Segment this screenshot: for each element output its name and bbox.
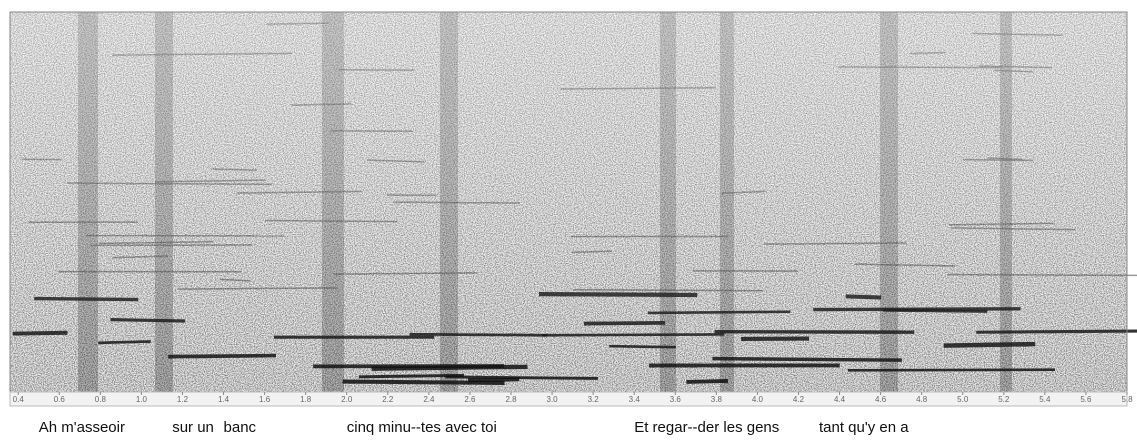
time-axis (9, 391, 1128, 407)
lyric: tant qu'y en a (819, 419, 909, 436)
fade (10, 12, 1127, 392)
x-tick-label: 5.0 (957, 395, 969, 404)
lyric: Et regar--der les gens (634, 419, 779, 436)
x-tick-label: 5.6 (1080, 395, 1092, 404)
x-tick-label: 3.0 (547, 395, 559, 404)
x-tick-label: 5.2 (998, 395, 1010, 404)
x-tick-label: 4.2 (793, 395, 805, 404)
lyric: Ah m'asseoir (39, 419, 125, 436)
x-tick-label: 3.4 (629, 395, 641, 404)
x-tick-label: 2.8 (505, 395, 517, 404)
x-tick-label: 1.4 (218, 395, 230, 404)
x-tick-label: 0.4 (13, 395, 25, 404)
x-tick-label: 3.6 (670, 395, 682, 404)
x-tick-label: 3.8 (711, 395, 723, 404)
x-tick-label: 1.6 (259, 395, 271, 404)
x-tick-label: 3.2 (588, 395, 600, 404)
x-tick-label: 0.6 (54, 395, 66, 404)
x-tick-label: 4.6 (875, 395, 887, 404)
x-tick-label: 1.2 (177, 395, 189, 404)
lyric: cinq minu--tes avec toi (347, 419, 497, 436)
x-tick-label: 2.4 (423, 395, 435, 404)
x-tick-label: 2.0 (341, 395, 353, 404)
x-tick-label: 1.0 (136, 395, 148, 404)
x-tick-label: 5.4 (1039, 395, 1051, 404)
x-tick-label: 5.8 (1121, 395, 1133, 404)
x-tick-label: 1.8 (300, 395, 312, 404)
x-tick-label: 0.8 (95, 395, 107, 404)
x-tick-label: 4.4 (834, 395, 846, 404)
x-tick-label: 2.6 (464, 395, 476, 404)
x-tick-label: 4.8 (916, 395, 928, 404)
lyric: sur un (172, 419, 214, 436)
lyric: banc (224, 419, 257, 436)
x-tick-label: 2.2 (382, 395, 394, 404)
x-tick-label: 4.0 (752, 395, 764, 404)
